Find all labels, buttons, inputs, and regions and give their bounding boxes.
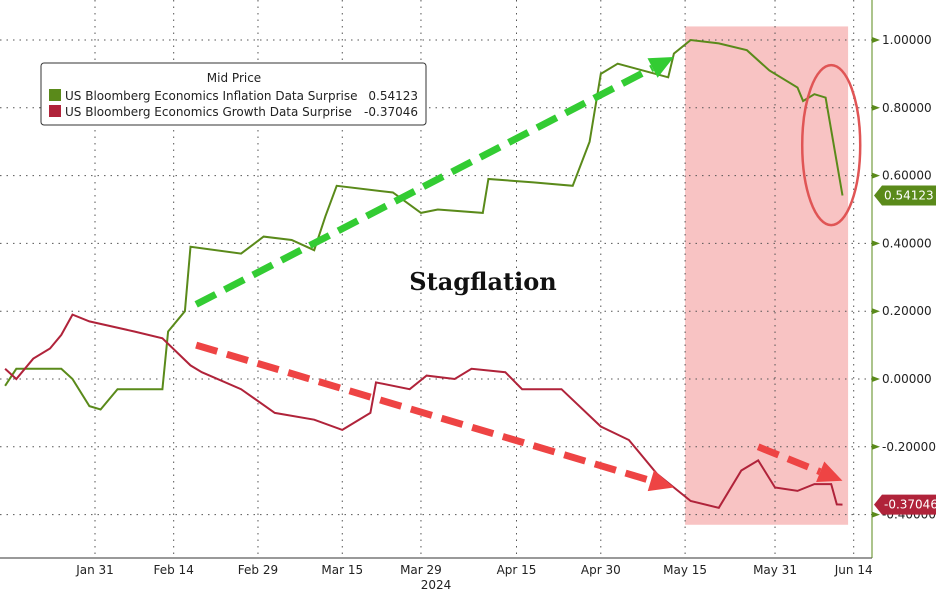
x-tick-label: May 31 <box>753 563 797 577</box>
y-tick-label: 0.60000 <box>882 169 932 183</box>
last-value-badge <box>874 185 936 206</box>
shaded-region-rect <box>685 26 849 525</box>
trend-arrow-line <box>756 443 822 475</box>
y-tick-mark <box>872 376 880 382</box>
x-tick-label: Mar 29 <box>400 563 442 577</box>
y-tick-label: 1.00000 <box>882 33 932 47</box>
series-lines <box>4 38 844 509</box>
legend-entry-inflation: US Bloomberg Economics Inflation Data Su… <box>65 89 357 103</box>
legend-swatch-inflation <box>49 89 61 101</box>
x-tick-label: Feb 14 <box>154 563 194 577</box>
x-tick-label: Feb 29 <box>238 563 278 577</box>
grid <box>0 0 872 558</box>
y-tick-mark <box>872 172 880 179</box>
y-tick-mark <box>872 443 880 450</box>
axes: 1.00000 0.80000 0.60000 0.40000 0.20000 0.000… <box>0 0 936 577</box>
legend-title: Mid Price <box>207 71 261 85</box>
legend-entry-growth: US Bloomberg Economics Growth Data Surpr… <box>65 105 352 119</box>
legend-value-growth: -0.37046 <box>364 105 418 119</box>
highlight-ellipse <box>800 63 862 227</box>
trend-arrow-head <box>647 56 674 78</box>
x-tick-label: Apr 30 <box>581 563 621 577</box>
shaded-region <box>685 26 849 525</box>
legend-value-inflation: 0.54123 <box>368 89 418 103</box>
x-tick-label: Jun 14 <box>834 563 873 577</box>
y-tick-label: -0.20000 <box>882 440 936 454</box>
x-tick-label: Jan 31 <box>75 563 114 577</box>
last-value-label: -0.37046 <box>884 498 936 512</box>
last-value-label: 0.54123 <box>884 189 934 203</box>
y-tick-label: 0.40000 <box>882 236 932 250</box>
x-tick-label: Apr 15 <box>497 563 537 577</box>
trend-arrow-line <box>194 64 655 308</box>
annotations <box>194 56 862 492</box>
trend-arrow-line <box>195 341 652 484</box>
legend-swatch-growth <box>49 105 61 117</box>
series-line-inflation <box>4 38 844 411</box>
x-tick-label: Mar 15 <box>321 563 363 577</box>
y-tick-mark <box>872 104 880 111</box>
y-tick-mark <box>872 308 880 315</box>
stagflation-label: Stagflation <box>409 267 556 296</box>
x-tick-label: May 15 <box>663 563 707 577</box>
y-tick-label: 0.00000 <box>882 372 932 386</box>
series-line-growth <box>4 313 843 509</box>
y-tick-mark <box>872 240 880 247</box>
legend: Mid Price US Bloomberg Economics Inflati… <box>40 62 427 126</box>
y-tick-mark <box>872 511 880 518</box>
last-value-badge <box>874 494 936 515</box>
y-tick-mark <box>872 37 880 43</box>
y-tick-label: 0.80000 <box>882 101 932 115</box>
trend-arrow-head <box>816 461 843 482</box>
trend-arrow-head <box>647 470 674 492</box>
x-axis-label: 2024 <box>421 578 452 592</box>
y-tick-label: 0.20000 <box>882 304 932 318</box>
